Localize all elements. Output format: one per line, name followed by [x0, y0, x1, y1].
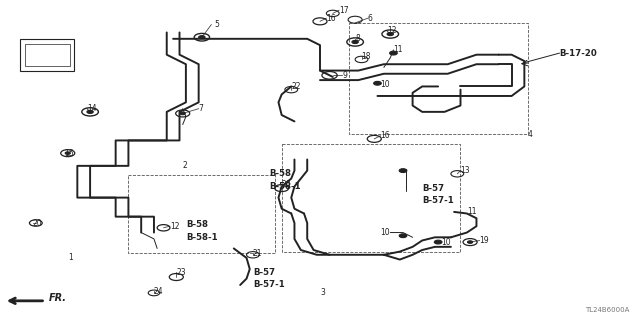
Text: 23: 23 [176, 268, 186, 277]
Circle shape [198, 36, 205, 39]
Text: 13: 13 [461, 166, 470, 175]
Text: 3: 3 [320, 288, 325, 297]
Text: 9: 9 [342, 71, 348, 80]
Circle shape [387, 33, 394, 36]
Text: 16: 16 [326, 14, 336, 23]
Circle shape [352, 41, 358, 44]
Circle shape [374, 81, 381, 85]
Text: 10: 10 [381, 80, 390, 89]
Text: 11: 11 [467, 207, 476, 216]
Text: B-57-1: B-57-1 [422, 196, 454, 205]
Text: B-57: B-57 [422, 184, 444, 193]
Text: 5: 5 [214, 20, 220, 29]
Text: 21: 21 [253, 249, 262, 258]
Circle shape [435, 240, 442, 244]
Circle shape [390, 51, 397, 55]
Text: 7: 7 [198, 104, 204, 113]
Circle shape [65, 152, 70, 154]
Text: 10: 10 [381, 228, 390, 237]
Text: 12: 12 [170, 222, 179, 231]
Circle shape [87, 110, 93, 114]
Text: 4: 4 [527, 130, 532, 138]
Text: 24: 24 [154, 287, 164, 296]
Text: FR.: FR. [49, 293, 67, 303]
Text: B-58: B-58 [186, 220, 208, 229]
Circle shape [467, 241, 472, 243]
Text: 16: 16 [381, 131, 390, 140]
Text: 15: 15 [65, 149, 74, 158]
Text: 12: 12 [387, 26, 397, 35]
Text: 20: 20 [282, 181, 291, 189]
Text: B-57-1: B-57-1 [253, 280, 285, 289]
Text: 18: 18 [362, 52, 371, 61]
Text: 1: 1 [68, 254, 72, 263]
Circle shape [399, 169, 407, 173]
Text: B-58-1: B-58-1 [186, 233, 218, 242]
Text: 22: 22 [291, 82, 301, 91]
Text: 17: 17 [339, 6, 349, 15]
Text: 2: 2 [182, 161, 188, 170]
Text: 6: 6 [368, 14, 372, 23]
Text: B-58: B-58 [269, 169, 291, 178]
Text: B-17-20: B-17-20 [559, 48, 597, 58]
Text: 10: 10 [442, 238, 451, 247]
Text: 14: 14 [87, 104, 97, 113]
Text: 19: 19 [479, 236, 489, 245]
Text: 8: 8 [355, 34, 360, 43]
Text: 11: 11 [394, 45, 403, 55]
Circle shape [399, 234, 407, 238]
Text: TL24B6000A: TL24B6000A [586, 307, 630, 313]
Text: 20: 20 [33, 219, 42, 227]
Text: B-57: B-57 [253, 268, 275, 277]
Text: B-58-1: B-58-1 [269, 182, 301, 191]
Circle shape [180, 112, 185, 115]
